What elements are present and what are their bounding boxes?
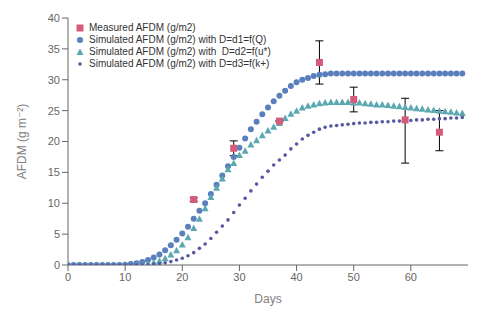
svg-text:40: 40 (290, 271, 302, 283)
html-text:Simulated AFDM (g/m2) with D=d: Simulated AFDM (g/m2) with D=d3=f(k+) (89, 58, 270, 69)
svg-text:35: 35 (48, 43, 60, 55)
svg-text:15: 15 (48, 166, 60, 178)
svg-text:20: 20 (48, 135, 60, 147)
svg-text:20: 20 (176, 271, 188, 283)
html-text:Measured AFDM (g/m2): Measured AFDM (g/m2) (89, 22, 196, 33)
svg-text:40: 40 (48, 12, 60, 24)
svg-text:30: 30 (233, 271, 245, 283)
svg-text:0: 0 (54, 259, 60, 271)
svg-text:60: 60 (405, 271, 417, 283)
html-text:Simulated AFDM (g/m2) with D=d: Simulated AFDM (g/m2) with D=d2=f(u*) (89, 46, 271, 57)
svg-text:25: 25 (48, 105, 60, 117)
svg-text:5: 5 (54, 228, 60, 240)
svg-text:50: 50 (348, 271, 360, 283)
svg-text:30: 30 (48, 74, 60, 86)
svg-text:AFDM (g m⁻²): AFDM (g m⁻²) (15, 104, 29, 180)
svg-text:10: 10 (48, 197, 60, 209)
svg-text:10: 10 (119, 271, 131, 283)
svg-text:0: 0 (65, 271, 71, 283)
html-text:Simulated AFDM (g/m2) with D=d: Simulated AFDM (g/m2) with D=d1=f(Q) (89, 34, 267, 45)
svg-text:Days: Days (254, 292, 281, 306)
